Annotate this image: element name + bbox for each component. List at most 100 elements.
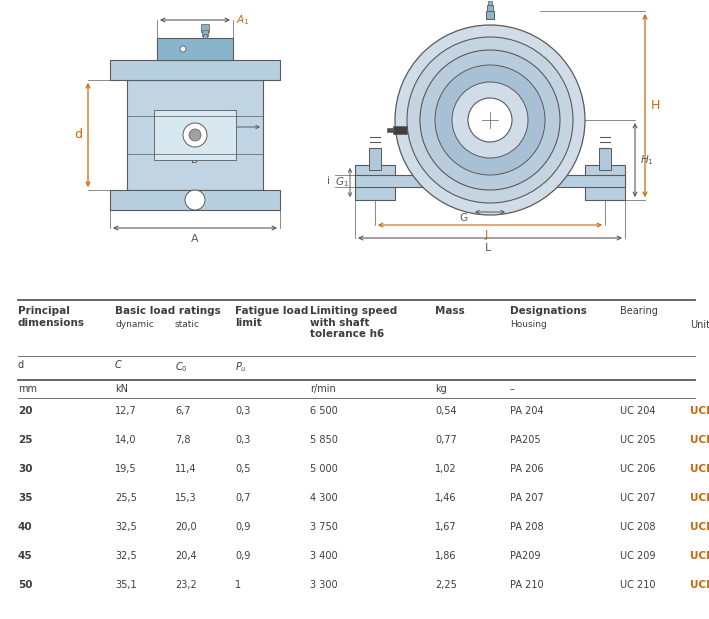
Circle shape [180, 46, 186, 52]
Text: PA 208: PA 208 [510, 522, 544, 532]
Text: dynamic: dynamic [115, 320, 154, 329]
Text: 14,0: 14,0 [115, 435, 137, 445]
Bar [387, 128, 393, 132]
Text: PA 204: PA 204 [510, 406, 544, 416]
Circle shape [435, 65, 545, 175]
Text: Bearing: Bearing [620, 306, 658, 316]
Text: UCPA210: UCPA210 [690, 580, 709, 590]
Text: Unit: Unit [690, 320, 709, 330]
Text: 6 500: 6 500 [310, 406, 337, 416]
Text: 1,46: 1,46 [435, 493, 457, 503]
Text: 0,3: 0,3 [235, 435, 250, 445]
Text: 0,54: 0,54 [435, 406, 457, 416]
Text: 3 300: 3 300 [310, 580, 337, 590]
Text: Basic load ratings: Basic load ratings [115, 306, 220, 316]
Circle shape [395, 25, 585, 215]
Text: 6,7: 6,7 [175, 406, 191, 416]
Bar [201, 24, 209, 32]
Circle shape [420, 50, 560, 190]
Text: UCPA 208: UCPA 208 [690, 522, 709, 532]
Text: 1,67: 1,67 [435, 522, 457, 532]
Text: 30: 30 [18, 464, 33, 474]
Text: UCPA 205: UCPA 205 [690, 435, 709, 445]
Text: PA205: PA205 [510, 435, 541, 445]
Text: Designations: Designations [510, 306, 587, 316]
Text: 5 850: 5 850 [310, 435, 338, 445]
Text: UC 207: UC 207 [620, 493, 656, 503]
Text: C: C [115, 360, 122, 370]
Text: A: A [191, 234, 199, 244]
Text: Principal
dimensions: Principal dimensions [18, 306, 85, 327]
Text: 19,5: 19,5 [115, 464, 137, 474]
Text: UCPA206: UCPA206 [690, 464, 709, 474]
Text: UC 204: UC 204 [620, 406, 656, 416]
Bar [154, 110, 236, 160]
Text: 1: 1 [235, 580, 241, 590]
Text: UC 206: UC 206 [620, 464, 656, 474]
Text: UC 205: UC 205 [620, 435, 656, 445]
Bar [355, 165, 395, 200]
Text: 40: 40 [18, 522, 33, 532]
Text: $A_1$: $A_1$ [236, 13, 250, 27]
Bar [157, 38, 233, 60]
Text: $C_0$: $C_0$ [175, 360, 188, 374]
Text: kg: kg [435, 384, 447, 394]
Text: i: i [327, 176, 330, 186]
Text: 20,4: 20,4 [175, 551, 196, 561]
Text: UCPA204: UCPA204 [690, 406, 709, 416]
Bar [585, 165, 625, 200]
Text: PA209: PA209 [510, 551, 540, 561]
Text: 0,5: 0,5 [235, 464, 250, 474]
Text: 1,86: 1,86 [435, 551, 457, 561]
Text: 0,9: 0,9 [235, 522, 250, 532]
Text: UC 210: UC 210 [620, 580, 656, 590]
Text: 23,2: 23,2 [175, 580, 197, 590]
Bar [202, 30, 208, 36]
Bar [355, 175, 625, 187]
Text: 5 000: 5 000 [310, 464, 337, 474]
Text: 45: 45 [18, 551, 33, 561]
Text: 11,4: 11,4 [175, 464, 196, 474]
Text: UCPA209: UCPA209 [690, 551, 709, 561]
Text: $H_1$: $H_1$ [640, 153, 654, 167]
Text: 3 400: 3 400 [310, 551, 337, 561]
Bar [488, 1, 492, 5]
Text: 15,3: 15,3 [175, 493, 196, 503]
Text: L: L [485, 243, 491, 253]
Text: kN: kN [115, 384, 128, 394]
Text: 32,5: 32,5 [115, 522, 137, 532]
Text: 32,5: 32,5 [115, 551, 137, 561]
Text: UCPA207: UCPA207 [690, 493, 709, 503]
Text: UC 209: UC 209 [620, 551, 656, 561]
Text: 25,5: 25,5 [115, 493, 137, 503]
Text: 20: 20 [18, 406, 33, 416]
Text: Mass: Mass [435, 306, 465, 316]
Bar [486, 11, 494, 19]
Circle shape [183, 123, 207, 147]
Circle shape [185, 190, 205, 210]
Bar [127, 80, 263, 190]
Bar [110, 60, 280, 80]
Text: 35: 35 [18, 493, 33, 503]
Circle shape [468, 98, 512, 142]
Text: UC 208: UC 208 [620, 522, 656, 532]
Bar [393, 126, 407, 134]
Text: $G_1$: $G_1$ [335, 176, 349, 189]
Bar [369, 148, 381, 170]
Text: 0,77: 0,77 [435, 435, 457, 445]
Text: 0,9: 0,9 [235, 551, 250, 561]
Text: d: d [74, 129, 82, 142]
Text: 1,02: 1,02 [435, 464, 457, 474]
Circle shape [407, 37, 573, 203]
Text: mm: mm [18, 384, 37, 394]
Text: 25: 25 [18, 435, 33, 445]
Text: 2,25: 2,25 [435, 580, 457, 590]
Text: 7,8: 7,8 [175, 435, 191, 445]
Text: Housing: Housing [510, 320, 547, 329]
Text: 12,7: 12,7 [115, 406, 137, 416]
Text: PA 207: PA 207 [510, 493, 544, 503]
Text: 4 300: 4 300 [310, 493, 337, 503]
Text: 0,3: 0,3 [235, 406, 250, 416]
Text: 0,7: 0,7 [235, 493, 250, 503]
Text: static: static [175, 320, 200, 329]
